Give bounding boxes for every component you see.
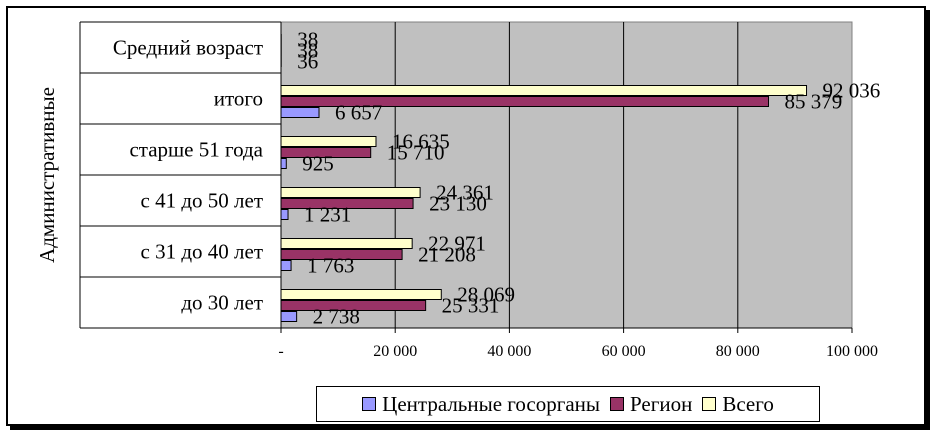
x-tick-label: 100 000 bbox=[826, 343, 878, 360]
x-tick-label: 40 000 bbox=[487, 343, 531, 360]
category-label: с 31 до 40 лет bbox=[141, 240, 263, 264]
value-label: 6 657 bbox=[335, 101, 382, 125]
gridlines bbox=[79, 21, 739, 329]
value-label: 36 bbox=[297, 50, 318, 74]
value-label: 21 208 bbox=[418, 243, 476, 267]
value-label: 25 331 bbox=[442, 294, 500, 318]
legend-label: Центральные госорганы bbox=[382, 391, 601, 416]
value-label: 24 361 bbox=[436, 181, 494, 205]
value-label: 85 379 bbox=[785, 90, 843, 114]
category-label: старше 51 года bbox=[129, 138, 263, 162]
x-axis: - 20 000 40 000 60 000 80 000 100 000 bbox=[278, 22, 878, 360]
bar bbox=[280, 260, 292, 271]
bar bbox=[280, 238, 413, 249]
category-labels: до 30 лет с 31 до 40 лет с 41 до 50 лет ста… bbox=[113, 36, 264, 315]
legend: Центральные госорганы Регион Всего bbox=[316, 386, 820, 422]
value-label: 38 bbox=[297, 28, 318, 52]
bar bbox=[280, 289, 442, 300]
legend-label: Всего bbox=[722, 391, 774, 416]
y-axis-title: Административные bbox=[35, 87, 59, 263]
value-label: 23 130 bbox=[429, 192, 487, 216]
x-tick-label: 80 000 bbox=[716, 343, 760, 360]
value-label: 2 738 bbox=[313, 305, 360, 329]
legend-swatch bbox=[702, 397, 717, 411]
value-label: 925 bbox=[302, 152, 334, 176]
value-label: 38 bbox=[297, 39, 318, 63]
bar bbox=[280, 187, 421, 198]
legend-label: Регион bbox=[630, 391, 693, 416]
bar bbox=[280, 85, 808, 96]
category-label: итого bbox=[214, 87, 263, 111]
x-tick-label: 60 000 bbox=[602, 343, 646, 360]
category-label: с 41 до 50 лет bbox=[141, 189, 263, 213]
legend-item: Регион bbox=[610, 392, 692, 417]
legend-item: Центральные госорганы bbox=[362, 392, 600, 417]
legend-item: Всего bbox=[702, 392, 774, 417]
bar bbox=[280, 158, 287, 169]
value-label: 28 069 bbox=[457, 283, 515, 307]
legend-swatch bbox=[362, 397, 377, 411]
legend-swatch bbox=[610, 397, 625, 411]
value-label: 15 710 bbox=[387, 141, 445, 165]
plot-area bbox=[280, 21, 853, 329]
category-label: до 30 лет bbox=[181, 291, 263, 315]
x-tick-label: 20 000 bbox=[373, 343, 417, 360]
bar bbox=[280, 136, 377, 147]
bars bbox=[280, 34, 808, 322]
bar bbox=[280, 107, 320, 118]
bar bbox=[280, 209, 289, 220]
category-label: Средний возраст bbox=[113, 36, 263, 60]
x-tick-label: - bbox=[278, 343, 283, 360]
bar bbox=[280, 311, 298, 322]
value-label: 1 763 bbox=[307, 254, 354, 278]
value-label: 92 036 bbox=[823, 79, 881, 103]
value-label: 16 635 bbox=[392, 130, 450, 154]
value-label: 1 231 bbox=[304, 203, 351, 227]
value-label: 22 971 bbox=[428, 232, 486, 256]
